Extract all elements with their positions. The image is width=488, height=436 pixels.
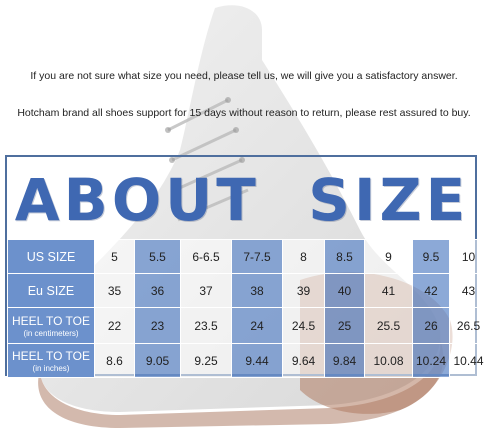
size-cell: 42 — [412, 273, 450, 308]
size-cell: 9.25 — [180, 343, 232, 378]
size-row-header: HEEL TO TOE (in inches) — [7, 343, 95, 378]
size-cell: 8 — [282, 239, 325, 274]
size-cell: 24.5 — [282, 307, 325, 344]
size-cell: 9.84 — [324, 343, 365, 378]
size-row-unit: (in centimeters) — [23, 328, 79, 338]
size-help-note: If you are not sure what size you need, … — [30, 70, 458, 82]
size-row: US SIZE 5 5.5 6-6.5 7-7.5 8 8.5 9 9.5 10 — [7, 239, 488, 274]
size-row-label: HEEL TO TOE — [11, 313, 91, 328]
size-cell: 8.6 — [94, 343, 135, 378]
size-cell: 5.5 — [134, 239, 181, 274]
size-cell: 22 — [94, 307, 135, 344]
size-row: HEEL TO TOE (in inches) 8.6 9.05 9.25 9.44 9.6… — [7, 343, 488, 378]
size-cell: 9 — [364, 239, 413, 274]
size-row-unit: (in inches) — [32, 363, 70, 373]
size-cell: 35 — [94, 273, 135, 308]
size-cell: 9.64 — [282, 343, 325, 378]
size-cell: 23.5 — [180, 307, 232, 344]
size-cell: 25 — [324, 307, 365, 344]
size-cell: 38 — [231, 273, 283, 308]
size-row-header: HEEL TO TOE (in centimeters) — [7, 307, 95, 344]
size-cell: 10.44 — [449, 343, 488, 378]
size-row-header: US SIZE — [7, 239, 95, 274]
size-cell: 40 — [324, 273, 365, 308]
size-cell: 41 — [364, 273, 413, 308]
size-row: Eu SIZE 35 36 37 38 39 40 41 42 43 — [7, 273, 488, 308]
size-cell: 36 — [134, 273, 181, 308]
size-row-label: US SIZE — [26, 249, 76, 264]
size-cell: 9.05 — [134, 343, 181, 378]
size-row-label: HEEL TO TOE — [11, 348, 91, 363]
size-cell: 23 — [134, 307, 181, 344]
size-chart-headline: ABOUT SIZE — [14, 166, 470, 234]
return-policy-note: Hotcham brand all shoes support for 15 d… — [17, 107, 471, 119]
size-cell: 8.5 — [324, 239, 365, 274]
size-cell: 26 — [412, 307, 450, 344]
size-cell: 9.5 — [412, 239, 450, 274]
size-cell: 7-7.5 — [231, 239, 283, 274]
size-cell: 43 — [449, 273, 488, 308]
size-row-header: Eu SIZE — [7, 273, 95, 308]
size-cell: 37 — [180, 273, 232, 308]
size-cell: 10.24 — [412, 343, 450, 378]
size-row-label: Eu SIZE — [27, 283, 75, 298]
size-cell: 26.5 — [449, 307, 488, 344]
size-cell: 10 — [449, 239, 488, 274]
size-cell: 5 — [94, 239, 135, 274]
size-cell: 25.5 — [364, 307, 413, 344]
size-table: US SIZE 5 5.5 6-6.5 7-7.5 8 8.5 9 9.5 10 Eu SIZE 35… — [7, 239, 488, 378]
size-cell: 9.44 — [231, 343, 283, 378]
size-row: HEEL TO TOE (in centimeters) 22 23 23.5 24 24.… — [7, 307, 488, 344]
size-cell: 10.08 — [364, 343, 413, 378]
size-cell: 6-6.5 — [180, 239, 232, 274]
size-cell: 24 — [231, 307, 283, 344]
size-cell: 39 — [282, 273, 325, 308]
